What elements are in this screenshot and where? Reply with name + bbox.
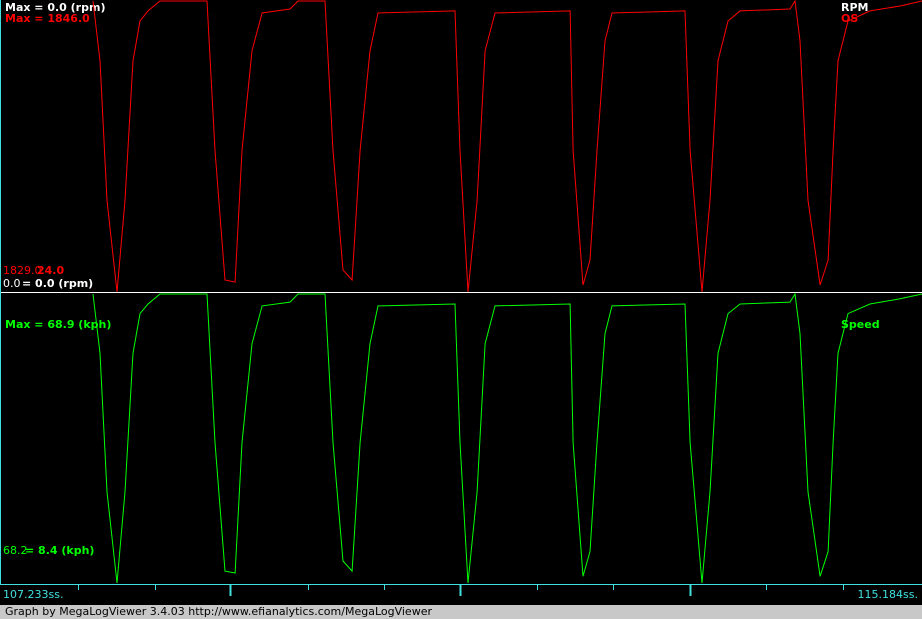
rpm-min-value: 0.0: [3, 277, 21, 290]
speed-min-value: 68.2: [3, 544, 28, 557]
os-min-label: 24.0: [37, 264, 64, 277]
speed-max-label: Max = 68.9 (kph): [5, 318, 111, 331]
speed-min-label: = 8.4 (kph): [25, 544, 94, 557]
series-line: [92, 0, 922, 293]
series-line: [92, 292, 922, 584]
rpm-min-label: = 0.0 (rpm): [22, 277, 93, 290]
time-end-label: 115.184ss.: [858, 588, 918, 601]
rpm-channel-name: RPM: [841, 1, 868, 14]
time-start-label: 107.233ss.: [3, 588, 63, 601]
os-min-value: 1829.0: [3, 264, 42, 277]
speed-channel-name: Speed: [841, 318, 880, 331]
rpm-max-label: Max = 0.0 (rpm): [5, 1, 105, 14]
os-max-label: Max = 1846.0: [5, 12, 90, 25]
footer-bar: [0, 605, 922, 619]
os-channel-name: OS: [841, 12, 858, 25]
footer-text: Graph by MegaLogViewer 3.4.03 http://www…: [5, 605, 432, 618]
